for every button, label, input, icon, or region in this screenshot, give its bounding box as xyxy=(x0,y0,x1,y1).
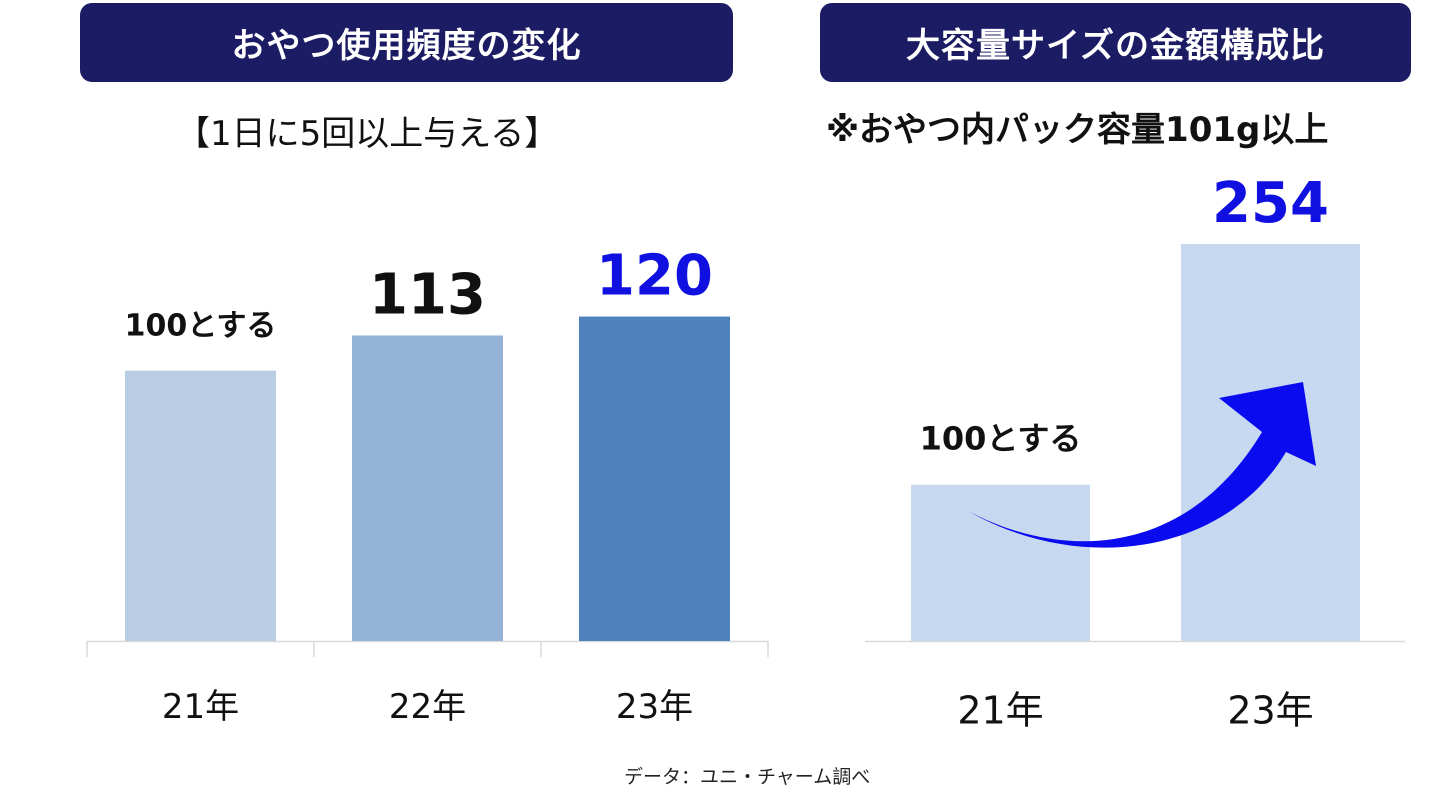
left-bar-23年 xyxy=(579,316,730,641)
right-category-label-1: 23年 xyxy=(1227,688,1313,732)
left-data-label-1: 113 xyxy=(369,262,486,327)
left-data-label-0: 100とする xyxy=(125,309,277,344)
left-bar-22年 xyxy=(352,335,503,641)
left-category-label-2: 23年 xyxy=(616,687,693,727)
left-data-label-2: 120 xyxy=(596,244,713,309)
left-chart-subtitle: 【1日に5回以上与える】 xyxy=(176,114,559,154)
right-data-label-1: 254 xyxy=(1212,171,1329,236)
left-category-label-1: 22年 xyxy=(389,687,466,727)
right-category-label-0: 21年 xyxy=(957,688,1043,732)
right-data-label-0: 100とする xyxy=(920,420,1082,458)
left-bar-21年 xyxy=(125,370,276,641)
growth-arrow-icon xyxy=(968,382,1316,548)
left-category-label-0: 21年 xyxy=(162,687,239,727)
right-chart-subtitle: ※おやつ内パック容量101g以上 xyxy=(826,110,1329,150)
left-chart-header: おやつ使用頻度の変化 xyxy=(80,3,733,82)
data-source-note: データ：ユニ・チャーム調べ xyxy=(624,766,871,788)
right-chart-header: 大容量サイズの金額構成比 xyxy=(820,3,1411,82)
right-bar-21年 xyxy=(911,484,1090,641)
